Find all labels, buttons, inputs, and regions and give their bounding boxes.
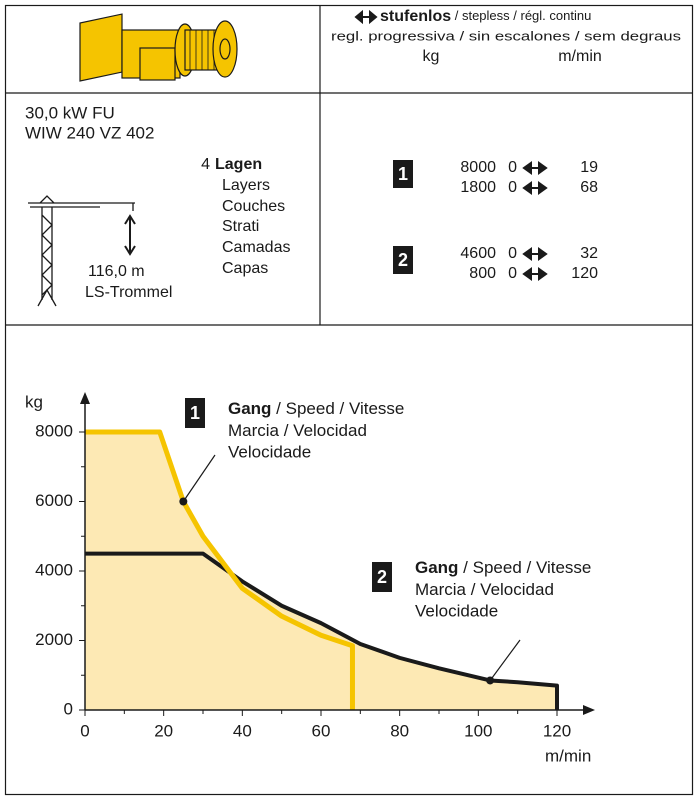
unit-speed: m/min (558, 48, 602, 65)
annotation-line: Velocidade (228, 442, 311, 461)
x-axis-arrow (583, 705, 595, 715)
y-tick-label: 8000 (35, 421, 73, 440)
x-tick-label: 120 (543, 721, 571, 740)
marker-dot (179, 498, 187, 506)
x-tick-label: 0 (80, 721, 89, 740)
winch-illustration (80, 14, 237, 81)
x-tick-label: 60 (312, 721, 331, 740)
layers-count: 4 (201, 156, 210, 173)
arrow-icon (524, 269, 546, 279)
load: 1800 (460, 179, 496, 196)
annotation-text: / Speed / Vitesse (271, 399, 404, 418)
header-subtitle: regl. progressiva / sin escalones / sem … (331, 28, 682, 43)
power: 30,0 kW FU (25, 103, 115, 122)
layers-label: Layers (222, 177, 270, 194)
drum: LS-Trommel (85, 284, 172, 301)
marker-dot (486, 676, 494, 684)
header-title-line: stufenlos / stepless / régl. continu (380, 8, 591, 25)
layers-label: Capas (222, 260, 268, 277)
chart: 0 20 40 60 80 100 120 0 2000 4000 6000 8000 kg m/min 1… (25, 392, 595, 765)
annotation-line: Gang / Speed / Vitesse (228, 399, 404, 418)
y-tick-label: 4000 (35, 560, 73, 579)
model: WIW 240 VZ 402 (25, 123, 154, 142)
annotation-line: Gang / Speed / Vitesse (415, 558, 591, 577)
gear-badge-label: 2 (398, 250, 408, 270)
x-tick-label: 80 (390, 721, 409, 740)
annotation-bold: Gang (415, 558, 458, 577)
y-tick-label: 6000 (35, 491, 73, 510)
y-axis-arrow (80, 392, 90, 404)
annotation-line: Velocidade (415, 601, 498, 620)
unit-load: kg (423, 48, 440, 65)
speed-min: 0 (508, 245, 517, 262)
x-axis-label: m/min (545, 746, 591, 765)
x-tick-label: 100 (464, 721, 492, 740)
annotation-bold: Gang (228, 399, 271, 418)
gear-badge-label: 2 (377, 567, 387, 587)
layers-label: Strati (222, 218, 259, 235)
layers-label: Couches (222, 198, 285, 215)
speed-min: 0 (508, 265, 517, 282)
gear-badge-label: 1 (190, 403, 200, 423)
header-title: stufenlos (380, 8, 451, 25)
rope-length: 116,0 m (88, 263, 145, 280)
layers-label: Camadas (222, 239, 290, 256)
y-axis-label: kg (25, 392, 43, 411)
leader-line (183, 455, 215, 502)
datasheet: stufenlos / stepless / régl. continu reg… (0, 0, 698, 800)
layers-label: Lagen (215, 156, 262, 173)
load: 4600 (460, 245, 496, 262)
arrow-icon (524, 163, 546, 173)
x-tick-label: 40 (233, 721, 252, 740)
speed-min: 0 (508, 179, 517, 196)
y-tick-label: 0 (64, 699, 73, 718)
arrow-icon (524, 183, 546, 193)
annotation-line: Marcia / Velocidad (228, 421, 367, 440)
x-tick-label: 20 (154, 721, 173, 740)
speed-max: 32 (580, 245, 598, 262)
speed-max: 19 (580, 159, 598, 176)
annotation-line: Marcia / Velocidad (415, 580, 554, 599)
header-subtitle: / stepless / régl. continu (451, 8, 591, 23)
y-tick-label: 2000 (35, 630, 73, 649)
speed-max: 68 (580, 179, 598, 196)
speed-max: 120 (571, 265, 598, 282)
arrow-icon (356, 12, 376, 22)
load: 800 (469, 265, 496, 282)
load: 8000 (460, 159, 496, 176)
annotation-text: / Speed / Vitesse (458, 558, 591, 577)
gear-badge-label: 1 (398, 164, 408, 184)
leader-line (490, 640, 520, 680)
speed-min: 0 (508, 159, 517, 176)
arrow-icon (524, 249, 546, 259)
